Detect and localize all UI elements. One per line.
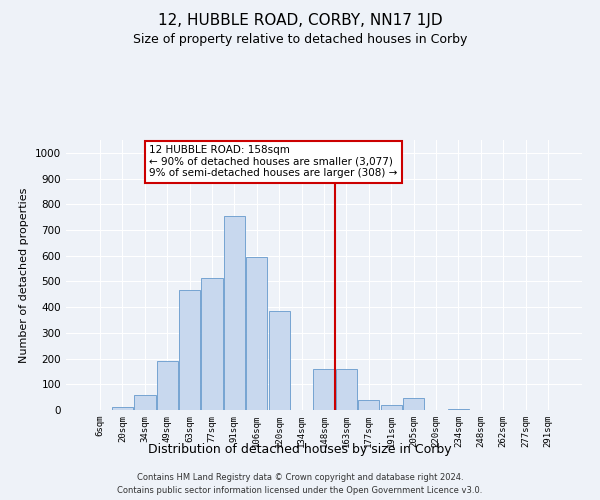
Text: Distribution of detached houses by size in Corby: Distribution of detached houses by size … — [148, 442, 452, 456]
Bar — [313, 369, 335, 410]
Bar — [448, 408, 469, 410]
Bar — [403, 398, 424, 410]
Y-axis label: Number of detached properties: Number of detached properties — [19, 188, 29, 362]
Text: Contains HM Land Registry data © Crown copyright and database right 2024.: Contains HM Land Registry data © Crown c… — [137, 472, 463, 482]
Bar — [179, 290, 200, 410]
Bar — [224, 216, 245, 410]
Bar — [202, 278, 223, 410]
Text: Contains public sector information licensed under the Open Government Licence v3: Contains public sector information licen… — [118, 486, 482, 495]
Bar — [157, 361, 178, 410]
Text: 12, HUBBLE ROAD, CORBY, NN17 1JD: 12, HUBBLE ROAD, CORBY, NN17 1JD — [158, 12, 442, 28]
Bar — [336, 369, 357, 410]
Bar — [269, 311, 290, 410]
Bar — [358, 400, 379, 410]
Text: Size of property relative to detached houses in Corby: Size of property relative to detached ho… — [133, 32, 467, 46]
Bar — [380, 405, 402, 410]
Bar — [246, 257, 268, 410]
Bar — [112, 408, 133, 410]
Bar — [134, 394, 155, 410]
Text: 12 HUBBLE ROAD: 158sqm
← 90% of detached houses are smaller (3,077)
9% of semi-d: 12 HUBBLE ROAD: 158sqm ← 90% of detached… — [149, 145, 398, 178]
